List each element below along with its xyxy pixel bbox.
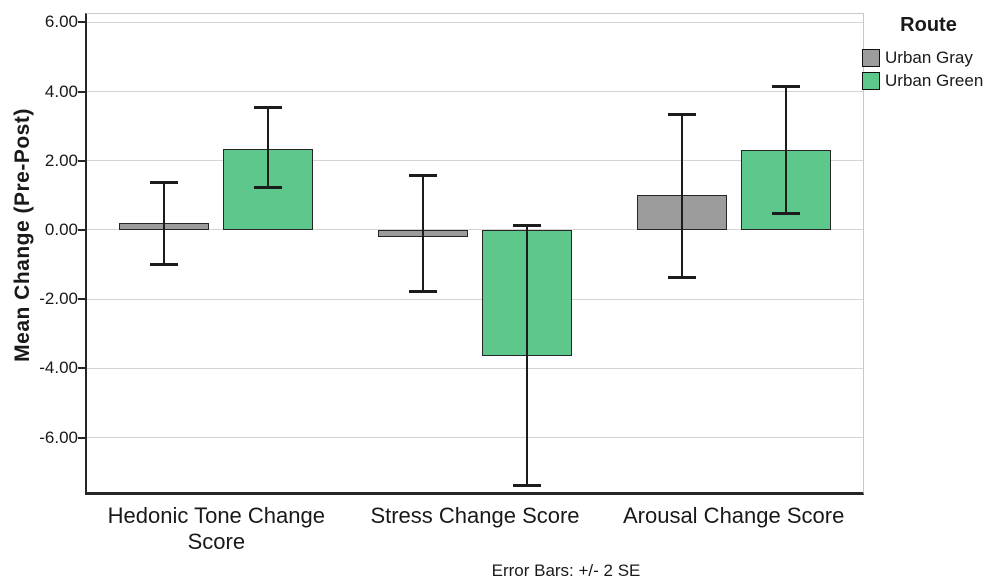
error-bar-cap (409, 290, 437, 294)
legend: Route Urban Gray Urban Green (862, 14, 995, 94)
gridline (87, 367, 863, 369)
y-axis-tick-mark (78, 298, 86, 301)
category-label: Stress Change Score (370, 503, 580, 528)
error-bar-line (784, 86, 787, 215)
y-axis-tick-mark (78, 159, 86, 162)
category-label: Arousal Change Score (622, 503, 845, 528)
y-axis-tick-mark (78, 436, 86, 439)
error-bar-cap (254, 106, 283, 110)
error-bars-footnote: Error Bars: +/- 2 SE (491, 561, 641, 577)
error-bar-cap (771, 212, 800, 216)
y-axis-tick-mark (78, 21, 86, 24)
y-axis-tick-label: -6.00 (39, 427, 78, 447)
error-bar-cap (513, 484, 541, 488)
legend-item: Urban Gray (862, 48, 995, 68)
error-bar-cap (771, 85, 800, 89)
y-axis-tick-mark (78, 228, 86, 231)
y-axis-tick-label: 4.00 (44, 81, 78, 101)
gridline (87, 298, 863, 300)
legend-item-label: Urban Green (885, 71, 984, 90)
error-bar-cap (254, 186, 283, 190)
category-label: Hedonic Tone Change Score (107, 503, 325, 555)
legend-items: Urban Gray Urban Green (862, 48, 995, 91)
gridline (87, 91, 863, 93)
error-bar-cap (409, 173, 437, 177)
error-bar-cap (667, 276, 696, 280)
y-axis-tick-label: -4.00 (39, 358, 78, 378)
legend-swatch (862, 72, 880, 90)
error-bar-cap (150, 180, 179, 184)
plot-area (85, 13, 864, 495)
error-bar-line (163, 181, 166, 265)
error-bar-cap (513, 223, 541, 227)
error-bar-line (680, 114, 683, 279)
gridline (87, 21, 863, 23)
y-axis-tick-label: -2.00 (39, 289, 78, 309)
error-bar-line (267, 107, 270, 189)
legend-item: Urban Green (862, 71, 995, 91)
error-bar-cap (667, 113, 696, 117)
gridline (87, 160, 863, 162)
y-axis-tick-mark (78, 367, 86, 370)
error-bar-line (422, 174, 424, 293)
gridline (87, 229, 863, 231)
legend-title: Route (900, 14, 957, 36)
y-axis-tick-label: 6.00 (44, 12, 78, 32)
error-bar-line (526, 224, 528, 487)
gridline (87, 437, 863, 439)
y-axis-tick-label: 2.00 (44, 150, 78, 170)
legend-item-label: Urban Gray (885, 48, 973, 67)
y-axis-tick-mark (78, 90, 86, 93)
legend-swatch (862, 49, 880, 67)
y-axis-tick-label: 0.00 (44, 219, 78, 239)
error-bar-cap (150, 262, 179, 266)
